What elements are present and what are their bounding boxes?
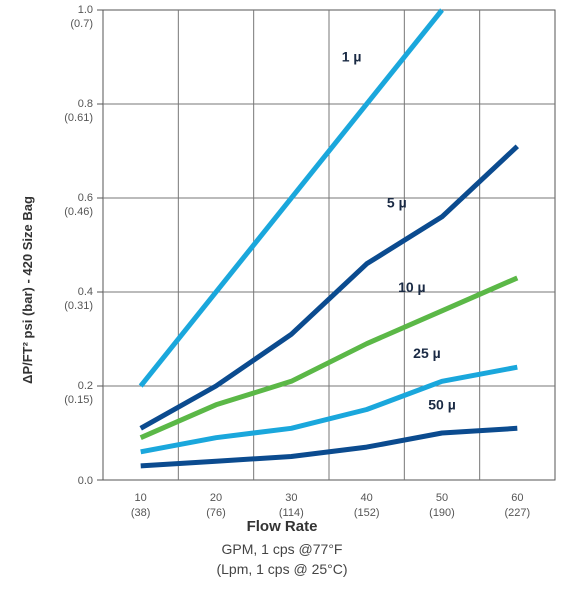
series-line-3 [139, 275, 519, 440]
series-line-4 [140, 364, 518, 455]
y-tick-label: 1.0 [78, 4, 93, 16]
x-tick-sublabel: (76) [206, 507, 226, 519]
series-line-5 [140, 425, 518, 469]
x-axis-label: Flow Rate [246, 518, 318, 535]
y-tick-label: 0.6 [78, 192, 93, 204]
x-axis-sublabel-1: GPM, 1 cps @77°F [221, 541, 343, 557]
series-label-5: 50 µ [428, 397, 456, 413]
series-label-2: 5 µ [387, 194, 407, 210]
x-tick-label: 30 [285, 492, 297, 504]
y-tick-sublabel: (0.61) [64, 112, 93, 124]
x-tick-sublabel: (38) [131, 507, 151, 519]
x-tick-sublabel: (152) [354, 507, 380, 519]
y-tick-label: 0.0 [78, 475, 93, 487]
x-tick-label: 20 [210, 492, 222, 504]
x-tick-label: 50 [436, 492, 448, 504]
series-lines [138, 8, 520, 469]
grid [97, 9, 556, 481]
series-label-4: 25 µ [413, 345, 441, 361]
y-tick-labels: 0.0 0.2 (0.15) 0.4 (0.31) 0.6 (0.46) 0.8 (0.61) 1… [64, 4, 93, 487]
y-tick-label: 0.2 [78, 380, 93, 392]
x-tick-labels: 10 (38) 20 (76) 30 (114) 40 (152) 50 (190) 60 (227) [131, 492, 530, 519]
x-tick-label: 40 [361, 492, 373, 504]
y-tick-sublabel: (0.31) [64, 300, 93, 312]
y-tick-sublabel: (0.15) [64, 394, 93, 406]
x-tick-label: 60 [511, 492, 523, 504]
x-tick-sublabel: (227) [504, 507, 530, 519]
x-tick-sublabel: (190) [429, 507, 455, 519]
series-label-1: 1 µ [342, 49, 362, 65]
x-axis-sublabel-2: (Lpm, 1 cps @ 25°C) [216, 561, 348, 577]
series-line-1 [138, 8, 444, 388]
x-tick-label: 10 [135, 492, 147, 504]
y-tick-label: 0.4 [78, 286, 93, 298]
y-axis-label: ΔP/FT² psi (bar) - 420 Size Bag [20, 196, 35, 384]
series-labels: 1 µ 5 µ 10 µ 25 µ 50 µ [342, 49, 456, 413]
y-tick-sublabel: (0.7) [70, 18, 93, 30]
x-tick-sublabel: (114) [279, 507, 304, 519]
series-label-3: 10 µ [398, 279, 426, 295]
y-tick-sublabel: (0.46) [64, 206, 93, 218]
series-line-2 [139, 144, 520, 431]
y-tick-label: 0.8 [78, 98, 93, 110]
